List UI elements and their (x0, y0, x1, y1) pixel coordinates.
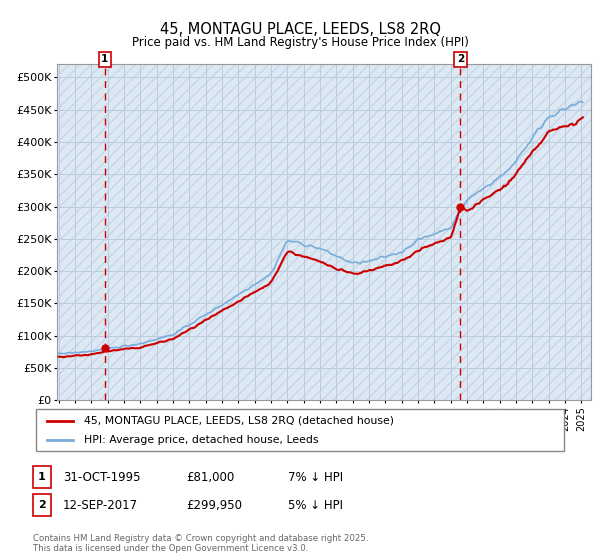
Text: 12-SEP-2017: 12-SEP-2017 (63, 498, 138, 512)
Text: 31-OCT-1995: 31-OCT-1995 (63, 470, 140, 484)
Text: 2: 2 (38, 500, 46, 510)
Text: HPI: Average price, detached house, Leeds: HPI: Average price, detached house, Leed… (83, 435, 318, 445)
Text: 45, MONTAGU PLACE, LEEDS, LS8 2RQ (detached house): 45, MONTAGU PLACE, LEEDS, LS8 2RQ (detac… (83, 416, 394, 426)
Text: £299,950: £299,950 (186, 498, 242, 512)
Text: 1: 1 (38, 472, 46, 482)
Text: 45, MONTAGU PLACE, LEEDS, LS8 2RQ: 45, MONTAGU PLACE, LEEDS, LS8 2RQ (160, 22, 440, 38)
Text: Contains HM Land Registry data © Crown copyright and database right 2025.
This d: Contains HM Land Registry data © Crown c… (33, 534, 368, 553)
Text: 5% ↓ HPI: 5% ↓ HPI (288, 498, 343, 512)
Text: £81,000: £81,000 (186, 470, 234, 484)
Text: 2: 2 (457, 54, 464, 64)
Text: 7% ↓ HPI: 7% ↓ HPI (288, 470, 343, 484)
FancyBboxPatch shape (36, 409, 564, 451)
Text: Price paid vs. HM Land Registry's House Price Index (HPI): Price paid vs. HM Land Registry's House … (131, 36, 469, 49)
Text: 1: 1 (101, 54, 109, 64)
